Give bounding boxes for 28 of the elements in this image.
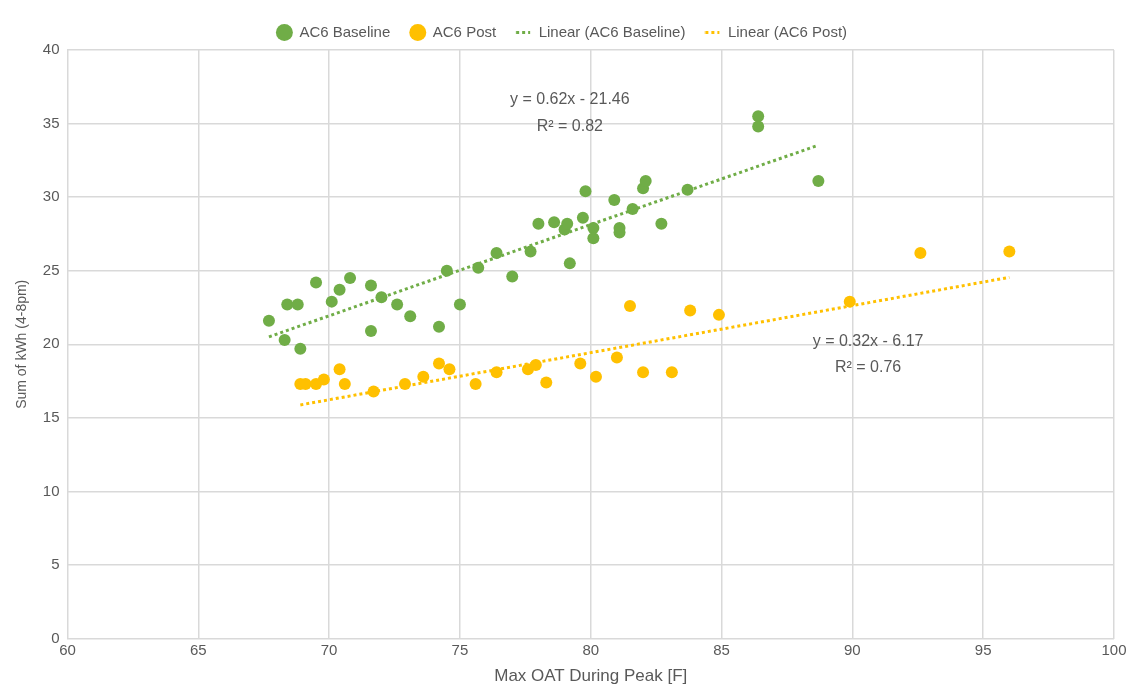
annotation: y = 0.62x - 21.46 xyxy=(509,90,630,108)
annotation: y = 0.32x - 6.17 xyxy=(812,331,924,349)
legend-label: Linear (AC6 Post) xyxy=(727,22,848,40)
x-tick-label: 65 xyxy=(189,640,207,658)
annotation: R² = 0.76 xyxy=(834,358,902,376)
y-tick-label: 20 xyxy=(42,334,60,352)
y-axis-title: Sum of kWh (4-8pm) xyxy=(13,279,30,409)
legend-label: AC6 Post xyxy=(432,22,497,40)
x-tick-label: 80 xyxy=(582,640,600,658)
legend-label: Linear (AC6 Baseline) xyxy=(538,22,686,40)
y-tick-label: 30 xyxy=(42,187,60,205)
y-tick-label: 0 xyxy=(51,628,60,646)
x-tick-label: 100 xyxy=(1101,640,1127,658)
x-tick-label: 75 xyxy=(451,640,469,658)
y-tick-label: 10 xyxy=(42,481,60,499)
x-tick-label: 95 xyxy=(974,640,992,658)
y-tick-label: 35 xyxy=(42,113,60,131)
y-tick-label: 5 xyxy=(51,555,60,573)
x-tick-label: 90 xyxy=(844,640,861,658)
y-tick-label: 15 xyxy=(42,408,60,426)
x-tick-label: 85 xyxy=(713,640,730,658)
legend-label: AC6 Baseline xyxy=(299,22,391,40)
y-tick-label: 25 xyxy=(42,260,60,278)
x-tick-label: 60 xyxy=(59,640,76,658)
annotation: R² = 0.82 xyxy=(536,116,604,134)
x-tick-label: 70 xyxy=(320,640,338,658)
y-tick-label: 40 xyxy=(42,40,60,58)
x-axis-title: Max OAT During Peak [F] xyxy=(494,666,688,686)
